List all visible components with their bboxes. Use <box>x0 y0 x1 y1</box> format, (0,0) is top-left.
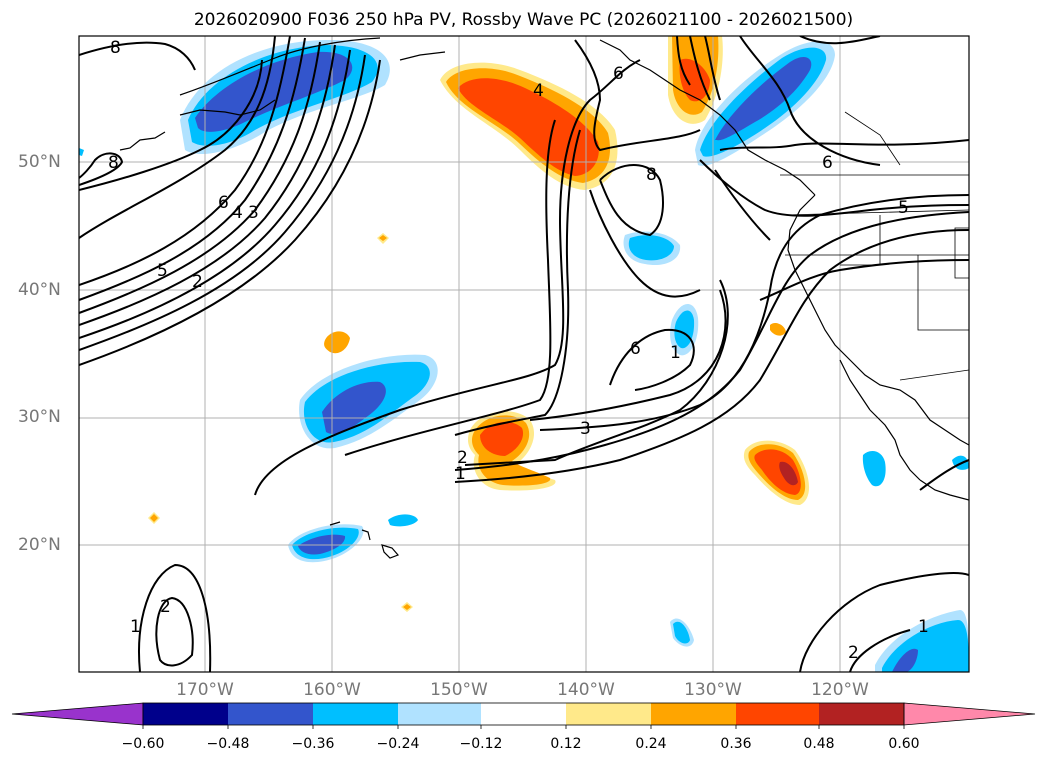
colorbar-swatch <box>143 703 228 725</box>
contour-label: 4 <box>533 81 544 101</box>
lon-label: 120°W <box>811 680 869 700</box>
pv-contours <box>79 36 969 672</box>
contour-label: 6 <box>218 193 229 213</box>
colorbar-swatch <box>313 703 398 725</box>
lat-label: 30°N <box>18 407 61 427</box>
lon-label: 130°W <box>684 680 742 700</box>
chart-title: 2026020900 F036 250 hPa PV, Rossby Wave … <box>193 10 854 30</box>
contour-label: 8 <box>110 38 121 58</box>
contour-label: 2 <box>192 272 203 292</box>
contour-label: 6 <box>822 153 833 173</box>
colorbar-tick-label: −0.36 <box>291 736 335 752</box>
contour-label: 5 <box>157 261 168 281</box>
lon-label: 160°W <box>303 680 361 700</box>
colorbar-max-extend <box>903 702 1036 726</box>
colorbar-tick-label: 0.12 <box>550 736 582 752</box>
colorbar-tick-label: −0.12 <box>459 736 503 752</box>
colorbar-tick-label: 0.24 <box>635 736 667 752</box>
colorbar-swatch <box>481 703 566 725</box>
contour-label: 8 <box>108 153 119 173</box>
coastlines <box>119 37 969 559</box>
contour-label: 1 <box>455 464 466 484</box>
contour-label: 2 <box>160 597 171 617</box>
contour-labels: 8 8 6 4 3 5 2 6 8 6 5 2 1 3 6 1 2 1 2 1 … <box>108 38 929 663</box>
contour-label: 1 <box>670 343 681 363</box>
colorbar-tick-label: 0.36 <box>720 736 752 752</box>
contour-label: 3 <box>580 419 591 439</box>
map-plot-area: 8 8 6 4 3 5 2 6 8 6 5 2 1 3 6 1 2 1 2 1 … <box>79 36 969 672</box>
lat-label: 50°N <box>18 152 61 172</box>
colorbar-min-extend <box>11 702 144 726</box>
colorbar-swatch <box>736 703 819 725</box>
contour-label: 6 <box>613 64 624 84</box>
lon-label: 150°W <box>430 680 488 700</box>
contour-label: 6 <box>630 339 641 359</box>
colorbar-tick-label: 0.48 <box>803 736 835 752</box>
contour-label: 2 <box>848 643 859 663</box>
colorbar-tick-label: −0.24 <box>376 736 420 752</box>
contour-label: 1 <box>130 617 141 637</box>
colorbar-swatch <box>651 703 736 725</box>
colorbar-tick-label: 0.60 <box>888 736 920 752</box>
lon-label: 140°W <box>557 680 615 700</box>
contour-label: 1 <box>918 617 929 637</box>
colorbar-tick-label: −0.48 <box>206 736 250 752</box>
positive-anomaly-shading <box>148 36 810 612</box>
negative-anomaly-shading <box>79 40 969 672</box>
colorbar-swatch <box>566 703 651 725</box>
colorbar <box>11 702 1036 729</box>
colorbar-swatch <box>398 703 481 725</box>
colorbar-swatch <box>228 703 313 725</box>
contour-label: 5 <box>898 198 909 218</box>
colorbar-swatch <box>819 703 904 725</box>
colorbar-tick-label: −0.60 <box>121 736 165 752</box>
plot-frame <box>78 35 970 673</box>
lon-label: 170°W <box>176 680 234 700</box>
contour-label: 3 <box>248 203 259 223</box>
political-borders <box>780 111 969 381</box>
contour-label: 4 <box>232 203 243 223</box>
lat-label: 20°N <box>18 535 61 555</box>
contour-label: 8 <box>646 165 657 185</box>
contour-label: 2 <box>457 448 468 468</box>
lat-label: 40°N <box>18 280 61 300</box>
gridlines <box>79 36 969 672</box>
